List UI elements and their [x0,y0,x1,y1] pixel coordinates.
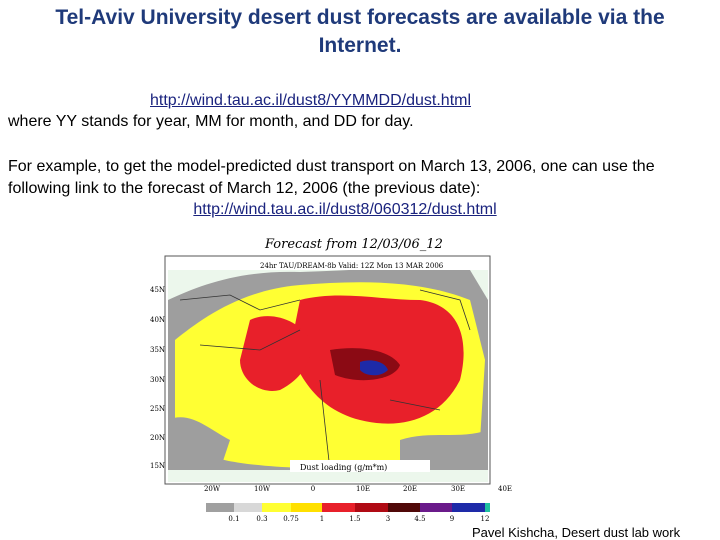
legend-label: 3 [386,515,390,523]
lon-labels: 20W 10W 0 10E 20E 30E 40E [204,485,512,493]
lat-label: 15N [150,462,165,470]
lat-label: 30N [150,376,165,384]
map-subtitle: 24hr TAU/DREAM-8b Valid: 12Z Mon 13 MAR … [260,262,444,270]
legend-label: 4.5 [414,515,425,523]
lon-label: 40E [498,485,512,493]
lat-labels: 45N 40N 35N 30N 25N 20N 15N [150,286,165,470]
legend-label: 1 [320,515,324,523]
example-url[interactable]: http://wind.tau.ac.il/dust8/060312/dust.… [193,201,497,218]
lat-label: 20N [150,434,165,442]
template-note: where YY stands for year, MM for month, … [8,113,414,130]
map-field [168,260,488,482]
lon-label: 10E [356,485,370,493]
map-heading: Forecast from 12/03/06_12 [264,237,443,252]
footer: Pavel Kishcha, Desert dust lab work [472,525,681,540]
legend-label: 12 [481,515,490,523]
url-template[interactable]: http://wind.tau.ac.il/dust8/YYMMDD/dust.… [150,92,472,109]
legend-label: 9 [450,515,454,523]
lon-label: 0 [311,485,315,493]
legend-label: 0.3 [256,515,267,523]
lon-label: 10W [254,485,271,493]
lat-label: 40N [150,316,165,324]
legend-labels: 0.1 0.3 0.75 1 1.5 3 4.5 9 12 [228,515,489,523]
legend-bar [206,503,490,512]
lat-label: 25N [150,405,165,413]
lon-label: 20E [403,485,417,493]
legend-label: 0.75 [283,515,299,523]
lat-label: 35N [150,346,165,354]
legend-title: Dust loading (g/m*m) [300,463,387,472]
example-text: For example, to get the model-predicted … [8,158,655,197]
lon-label: 30E [451,485,465,493]
legend-label: 1.5 [349,515,360,523]
lon-label: 20W [204,485,221,493]
title: Tel-Aviv University desert dust forecast… [55,6,665,57]
example-url-wrap: http://wind.tau.ac.il/dust8/060312/dust.… [0,201,690,219]
legend-label: 0.1 [228,515,239,523]
lat-label: 45N [150,286,165,294]
